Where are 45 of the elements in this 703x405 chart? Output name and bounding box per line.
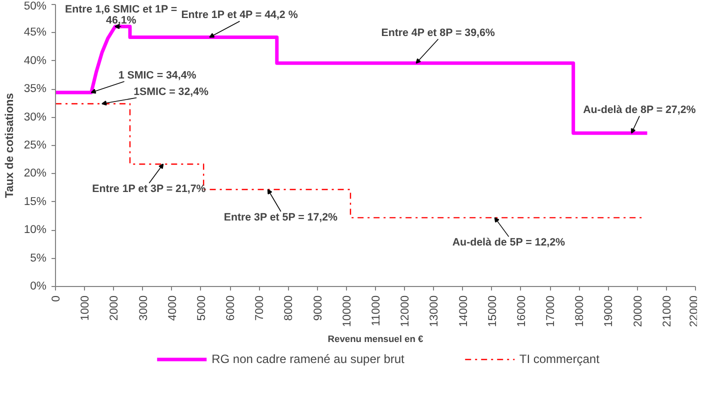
x-tick-label: 5000 xyxy=(196,296,208,321)
legend-label: RG non cadre ramené au super brut xyxy=(212,352,404,366)
y-tick-label: 40% xyxy=(24,54,47,67)
annotation: Entre 4P et 8P = 39,6% xyxy=(381,27,496,40)
annotation: Entre 3P et 5P = 17,2% xyxy=(224,211,338,224)
x-tick-label: 18000 xyxy=(574,295,586,327)
y-tick-label: 35% xyxy=(24,83,47,96)
y-tick-label: 5% xyxy=(30,252,46,264)
y-tick-label: 45% xyxy=(24,26,47,39)
y-axis-title: Taux de cotisations xyxy=(4,93,16,198)
x-axis-title: Revenu mensuel en € xyxy=(328,334,424,344)
annotation: 1SMIC = 32,4% xyxy=(134,86,210,98)
x-tick-label: 6000 xyxy=(225,296,238,321)
annotation: Entre 1P et 4P = 44,2 % xyxy=(181,9,298,22)
x-tick-label: 3000 xyxy=(138,296,150,321)
x-tick-label: 21000 xyxy=(661,295,674,327)
y-tick-label: 25% xyxy=(24,140,47,152)
x-tick-label: 12000 xyxy=(400,295,412,327)
x-tick-label: 13000 xyxy=(428,295,441,327)
x-tick-label: 8000 xyxy=(283,296,296,321)
x-tick-label: 19000 xyxy=(603,295,616,327)
y-tick-label: 30% xyxy=(24,111,47,124)
x-tick-label: 1000 xyxy=(80,296,92,321)
annotation: Entre 1P et 3P = 21,7% xyxy=(92,183,206,196)
x-tick-label: 10000 xyxy=(341,295,354,327)
x-tick-label: 4000 xyxy=(166,296,179,321)
annotation: Au-delà de 8P = 27,2% xyxy=(583,104,696,116)
y-tick-label: 0% xyxy=(30,280,46,292)
x-tick-label: 17000 xyxy=(545,295,558,327)
x-tick-label: 16000 xyxy=(516,295,528,327)
legend-label: TI commerçant xyxy=(519,352,600,366)
x-tick-label: 0 xyxy=(50,295,62,302)
y-tick-label: 15% xyxy=(24,196,47,208)
x-tick-label: 14000 xyxy=(458,295,470,327)
x-tick-label: 15000 xyxy=(486,295,499,327)
y-tick-label: 50% xyxy=(24,0,47,12)
x-tick-label: 7000 xyxy=(254,296,266,321)
x-tick-label: 9000 xyxy=(312,296,324,321)
annotation: Au-delà de 5P = 12,2% xyxy=(452,236,566,249)
x-tick-label: 11000 xyxy=(370,295,382,326)
annotation: 1 SMIC = 34,4% xyxy=(118,69,197,82)
x-tick-label: 2000 xyxy=(108,296,121,321)
x-tick-label: 20000 xyxy=(632,295,644,327)
y-tick-label: 20% xyxy=(24,168,47,180)
y-tick-label: 10% xyxy=(24,224,47,236)
